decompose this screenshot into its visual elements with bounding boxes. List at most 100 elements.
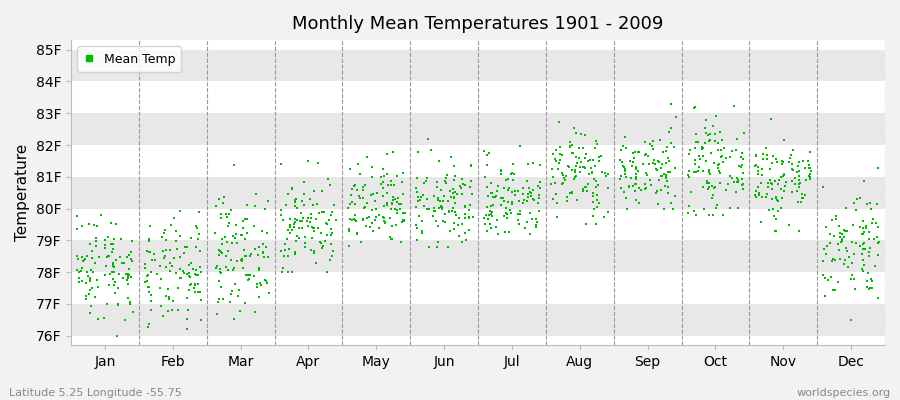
Point: [117, 260, 131, 266]
Point: [569, 130, 583, 136]
Point: [729, 147, 743, 153]
Point: [792, 177, 806, 183]
Point: [462, 215, 476, 221]
Point: [789, 169, 804, 175]
Point: [439, 175, 454, 181]
Point: [409, 204, 423, 211]
Point: [657, 205, 671, 212]
Point: [427, 208, 441, 214]
Point: [83, 310, 97, 317]
Point: [142, 284, 157, 290]
Point: [697, 168, 711, 174]
Point: [389, 222, 403, 228]
Point: [803, 149, 817, 156]
Point: [140, 278, 154, 284]
Point: [777, 171, 791, 177]
Point: [431, 196, 446, 203]
Point: [412, 197, 427, 203]
Point: [304, 235, 319, 242]
Bar: [71, 240, 885, 272]
Point: [410, 188, 425, 195]
Point: [307, 228, 321, 234]
Point: [378, 219, 392, 226]
Point: [681, 210, 696, 216]
Point: [350, 230, 365, 236]
Point: [274, 206, 288, 213]
Point: [445, 208, 459, 214]
Point: [751, 184, 765, 190]
Point: [182, 286, 196, 293]
Point: [430, 239, 445, 245]
Point: [795, 191, 809, 197]
Point: [369, 213, 383, 220]
Point: [427, 204, 441, 211]
Point: [274, 207, 288, 214]
Point: [708, 113, 723, 120]
Point: [584, 165, 598, 172]
Point: [702, 180, 716, 186]
Point: [368, 217, 382, 224]
Point: [682, 168, 697, 174]
Point: [625, 163, 639, 170]
Point: [587, 206, 601, 212]
Point: [777, 172, 791, 178]
Point: [430, 244, 445, 250]
Point: [594, 153, 608, 159]
Point: [251, 266, 266, 273]
Point: [189, 272, 203, 278]
Point: [767, 212, 781, 219]
Point: [522, 184, 536, 191]
Point: [429, 178, 444, 185]
Point: [232, 308, 247, 315]
Point: [716, 137, 730, 143]
Point: [75, 277, 89, 284]
Point: [616, 143, 630, 150]
Point: [368, 206, 382, 212]
Point: [849, 240, 863, 246]
Point: [190, 224, 204, 231]
Point: [446, 190, 460, 196]
Point: [69, 253, 84, 259]
Point: [327, 201, 341, 208]
Point: [464, 162, 478, 168]
Point: [525, 216, 539, 222]
Point: [436, 198, 451, 204]
Point: [576, 164, 590, 170]
Point: [563, 144, 578, 150]
Point: [232, 287, 247, 294]
Point: [384, 200, 399, 206]
Point: [759, 145, 773, 152]
Point: [229, 231, 243, 237]
Point: [856, 241, 870, 247]
Point: [618, 134, 633, 140]
Point: [256, 254, 271, 260]
Point: [862, 245, 877, 251]
Point: [658, 183, 672, 189]
Point: [628, 181, 643, 188]
Point: [864, 276, 878, 282]
Point: [176, 270, 191, 277]
Point: [564, 188, 579, 195]
Point: [224, 290, 238, 297]
Point: [488, 194, 502, 200]
Point: [188, 270, 202, 277]
Point: [221, 220, 236, 226]
Point: [225, 288, 239, 294]
Point: [564, 142, 579, 148]
Point: [524, 192, 538, 199]
Point: [489, 193, 503, 199]
Point: [490, 188, 504, 194]
Point: [236, 218, 250, 224]
Point: [162, 296, 176, 303]
Point: [554, 170, 569, 176]
Point: [820, 243, 834, 249]
Point: [120, 277, 134, 283]
Point: [377, 218, 392, 224]
Point: [483, 208, 498, 215]
Point: [853, 243, 868, 249]
Point: [441, 198, 455, 204]
Point: [243, 271, 257, 278]
Point: [532, 208, 546, 214]
Point: [818, 224, 832, 230]
Point: [707, 131, 722, 138]
